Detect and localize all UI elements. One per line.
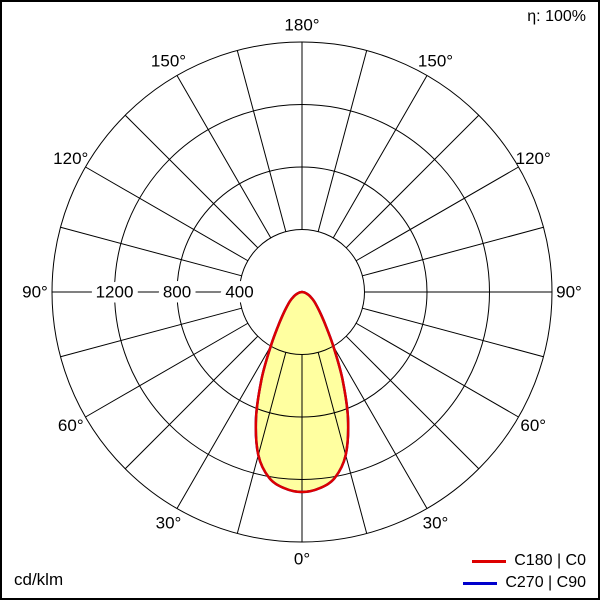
legend-item: C180 | C0 [463, 552, 586, 570]
polar-grid [51, 41, 553, 543]
radial-labels: 400 800 1200 [91, 278, 259, 307]
radial-tick-label: 1200 [96, 283, 134, 302]
angle-label: 150° [151, 51, 186, 70]
angle-labels: 0° 30° 30° 60° 60° 90° 90° 120° 120° 150° 150° 180° [22, 16, 582, 569]
legend-swatch-c270-c90 [463, 581, 498, 585]
radial-tick-label: 400 [225, 283, 253, 302]
legend-swatch-c180-c0 [472, 559, 507, 563]
angle-label: 30° [156, 514, 182, 533]
legend-label-c180-c0: C180 | C0 [514, 552, 586, 569]
unit-label: cd/klm [14, 570, 64, 589]
angle-label: 120° [516, 149, 551, 168]
angle-label: 30° [423, 514, 449, 533]
angle-label: 0° [294, 550, 310, 569]
angle-label: 90° [22, 283, 48, 302]
curve-c180-c0 [254, 290, 350, 494]
angle-label: 60° [58, 416, 84, 435]
legend-item: C270 | C90 [463, 574, 586, 592]
legend-label-c270-c90: C270 | C90 [505, 574, 586, 591]
angle-label: 180° [284, 16, 319, 35]
legend: C180 | C0 C270 | C90 [463, 552, 586, 592]
angle-label: 60° [520, 416, 546, 435]
angle-label: 150° [418, 51, 453, 70]
radial-tick-label: 800 [163, 283, 191, 302]
angle-label: 120° [53, 149, 88, 168]
angle-label: 90° [556, 283, 582, 302]
efficiency-label: η: 100% [527, 8, 586, 25]
